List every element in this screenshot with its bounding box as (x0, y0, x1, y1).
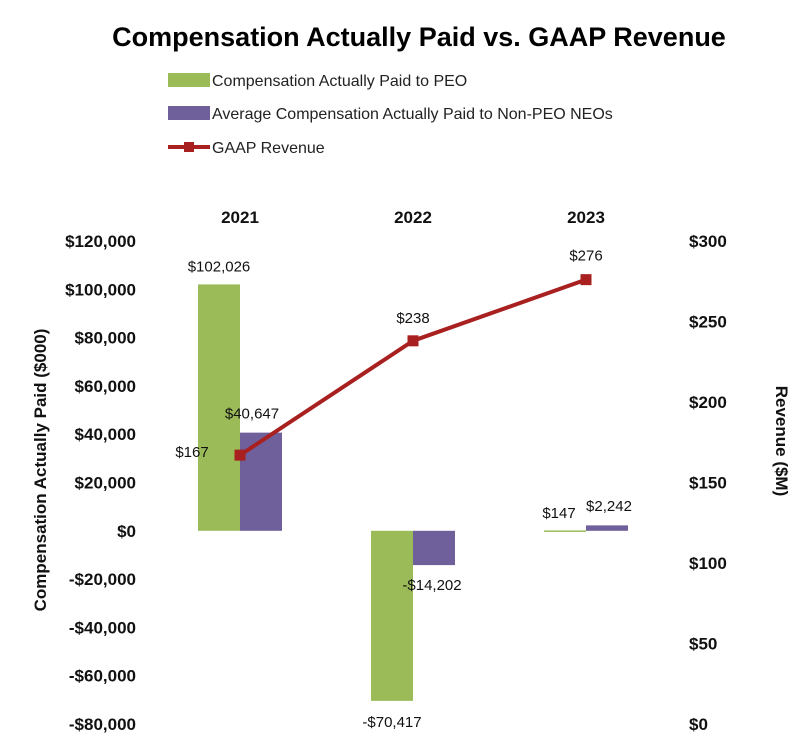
revenue-label-2023: $276 (569, 248, 602, 265)
revenue-marker-2021 (234, 449, 246, 461)
right-tick-label: $150 (689, 474, 727, 493)
revenue-label-2021: $167 (175, 444, 208, 461)
right-tick-label: $100 (689, 554, 727, 573)
legend-label-3: GAAP Revenue (212, 140, 325, 157)
data-label-neo-2022: -$14,202 (402, 577, 461, 594)
data-label-peo-2021: $102,026 (188, 258, 251, 275)
legend-swatch-2 (168, 106, 210, 120)
bar-neo-2023 (586, 525, 628, 531)
bar-peo-2023 (544, 530, 586, 532)
left-tick-label: $20,000 (75, 474, 136, 493)
right-tick-label: $0 (689, 715, 708, 734)
data-label-neo-2023: $2,242 (586, 498, 632, 515)
left-tick-label: -$20,000 (69, 570, 136, 589)
left-axis-title: Compensation Actually Paid ($000) (31, 329, 50, 612)
category-label-2022: 2022 (394, 208, 432, 227)
bar-peo-2022 (371, 530, 413, 701)
data-label-neo-2021: $40,647 (225, 406, 279, 423)
legend-swatch-1 (168, 73, 210, 87)
data-label-peo-2023: $147 (542, 505, 575, 522)
chart-title: Compensation Actually Paid vs. GAAP Reve… (112, 22, 726, 52)
bar-neo-2022 (413, 530, 455, 566)
plot-area: $120,000 $100,000 $80,000 $60,000 $40,000 $20… (31, 208, 791, 734)
right-tick-label: $200 (689, 393, 727, 412)
bar-neo-2021 (240, 432, 282, 531)
legend-label-1: Compensation Actually Paid to PEO (212, 73, 467, 90)
revenue-line (238, 277, 587, 457)
revenue-marker-2022 (407, 335, 419, 347)
left-tick-label: $120,000 (65, 232, 136, 251)
category-label-2023: 2023 (567, 208, 605, 227)
left-tick-label: -$60,000 (69, 667, 136, 686)
legend-marker (184, 142, 194, 152)
left-tick-label: $80,000 (75, 329, 136, 348)
left-tick-label: $100,000 (65, 280, 136, 299)
category-label-2021: 2021 (221, 208, 259, 227)
left-tick-label: $0 (117, 522, 136, 541)
left-tick-label: $40,000 (75, 425, 136, 444)
legend: Compensation Actually Paid to PEO Average… (168, 73, 613, 157)
data-label-peo-2022: -$70,417 (362, 714, 421, 731)
right-tick-label: $300 (689, 232, 727, 251)
right-axis-title: Revenue ($M) (772, 386, 791, 497)
bar-peo-2021 (198, 284, 240, 531)
revenue-marker-2023 (580, 274, 592, 286)
right-tick-label: $50 (689, 635, 717, 654)
revenue-label-2022: $238 (396, 310, 429, 327)
legend-label-2: Average Compensation Actually Paid to No… (212, 106, 613, 123)
left-tick-label: $60,000 (75, 377, 136, 396)
right-tick-label: $250 (689, 313, 727, 332)
left-tick-label: -$40,000 (69, 618, 136, 637)
left-tick-label: -$80,000 (69, 715, 136, 734)
